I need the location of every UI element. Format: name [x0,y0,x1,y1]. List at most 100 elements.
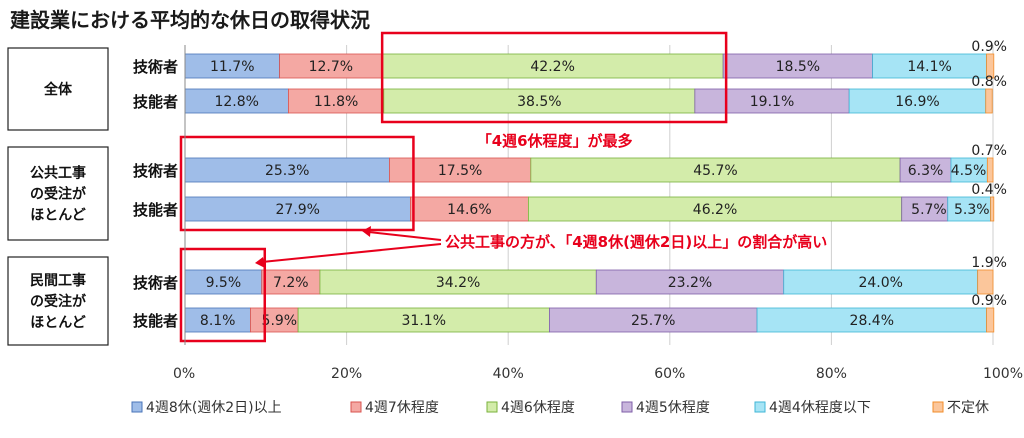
data-label: 1.9% [971,255,1007,271]
legend-label: 不定休 [947,400,989,416]
bar-segment-6 [986,157,994,183]
row-label: 技術者 [133,274,178,292]
bar-segment-5 [783,269,979,295]
x-tick-label: 40% [493,366,524,382]
group-label: の受注が [30,293,87,310]
group-label: の受注が [30,186,87,203]
bar-segment-2 [261,269,321,295]
data-label: 11.8% [314,94,358,110]
data-label: 46.2% [693,202,737,218]
data-label: 7.2% [273,275,309,291]
legend-label: 4週6休程度 [501,400,575,416]
data-label: 11.7% [210,59,254,75]
group-box [7,47,109,131]
bar-segment-2 [250,307,299,333]
data-label: 38.5% [517,94,561,110]
group-label: ほとんど [30,315,86,331]
data-label: 4.5% [951,163,987,179]
legend-swatch [932,401,944,413]
data-label: 6.3% [908,163,944,179]
data-label: 5.7% [911,202,947,218]
data-label: 25.3% [265,163,309,179]
bar-segment-5 [872,53,987,79]
legend-swatch [754,401,766,413]
legend-swatch [621,401,633,413]
x-tick-label: 80% [816,366,847,382]
data-label: 5.9% [262,313,298,329]
data-label: 0.9% [971,39,1007,55]
legend-swatch [131,401,143,413]
bar-segment-4 [899,157,952,183]
data-label: 28.4% [850,313,894,329]
row-label: 技能者 [133,312,178,330]
data-label: 27.9% [275,202,319,218]
bar-segment-6 [990,196,995,222]
group-label: 全体 [43,81,73,98]
chart-title: 建設業における平均的な休日の取得状況 [10,8,370,32]
x-tick-label: 0% [173,366,195,382]
annotation-arrow [261,243,442,263]
data-label: 24.0% [858,275,902,291]
bar-segment-4 [901,196,949,222]
bar-segment-2 [279,53,383,79]
data-label: 0.7% [971,143,1007,159]
group-label: 公共工事 [30,165,86,182]
legend-label: 4週4休程度以下 [769,400,871,416]
bar-segment-3 [383,88,696,114]
row-label: 技能者 [133,93,178,111]
x-tick-label: 60% [654,366,685,382]
row-label: 技能者 [133,201,178,219]
x-tick-label: 20% [331,366,362,382]
bar-segment-4 [549,307,758,333]
data-label: 0.4% [971,182,1007,198]
highlight-box [179,135,415,232]
row-label: 技術者 [133,58,178,76]
annotation-text: 公共工事の方が、「4週8休(週休2日)以上」の割合が高い [445,233,827,251]
bar-segment-4 [694,88,850,114]
annotation-arrowhead [362,226,371,237]
x-tick-label: 100% [983,366,1023,382]
legend-label: 4週8休(週休2日)以上 [146,400,282,416]
data-label: 12.8% [214,94,258,110]
bar-segment-6 [977,269,994,295]
bar-segment-3 [530,157,901,183]
legend-label: 4週5休程度 [636,400,710,416]
legend-label: 4週7休程度 [365,400,439,416]
bar-segment-5 [950,157,988,183]
bar-segment-4 [595,269,785,295]
bar-segment-5 [947,196,991,222]
row-label: 技術者 [133,162,178,180]
data-label: 19.1% [750,94,794,110]
highlight-box [380,31,728,124]
group-label: ほとんど [30,208,86,224]
data-label: 25.7% [631,313,675,329]
group-box [7,256,109,346]
bar-segment-6 [985,88,993,114]
data-label: 14.6% [447,202,491,218]
bar-segment-3 [528,196,903,222]
bar-segment-5 [848,88,987,114]
legend-swatch [350,401,362,413]
annotation-arrowhead [255,257,265,268]
data-label: 5.3% [954,202,990,218]
data-label: 42.2% [530,59,574,75]
bar-segment-4 [722,53,874,79]
data-label: 34.2% [436,275,480,291]
group-label: 民間工事 [30,272,86,289]
annotation-arrow [368,231,442,241]
bar-segment-5 [756,307,987,333]
bar-segment-2 [288,88,385,114]
group-box [7,146,109,241]
data-label: 14.1% [907,59,951,75]
data-label: 12.7% [309,59,353,75]
bar-segment-3 [297,307,550,333]
data-label: 9.5% [206,275,242,291]
bar-segment-1 [184,157,390,183]
data-label: 17.5% [438,163,482,179]
data-label: 8.1% [200,313,236,329]
data-label: 45.7% [693,163,737,179]
data-label: 18.5% [776,59,820,75]
bar-segment-6 [986,307,995,333]
